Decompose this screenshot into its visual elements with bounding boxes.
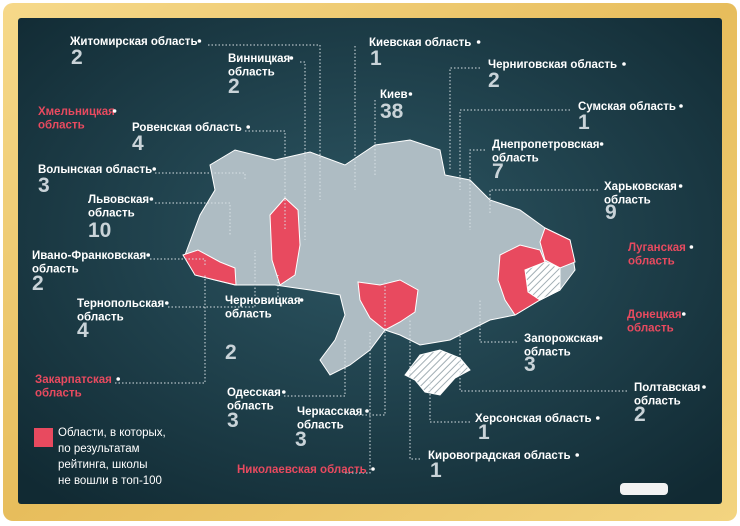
region-name: область [32, 264, 79, 276]
leaders [115, 44, 627, 474]
region-name: Киев [380, 89, 408, 101]
region-name: область [634, 396, 681, 408]
leader-dot [371, 467, 375, 471]
region-red [357, 279, 419, 331]
region-name: Тернопольская [77, 298, 164, 310]
leader-dot [599, 142, 604, 146]
occupied-area [524, 261, 561, 301]
region-name: Черкасская [297, 406, 362, 418]
region-count: 3 [295, 428, 307, 451]
eraser [620, 483, 668, 495]
region-name: Луганская [628, 242, 686, 254]
leader-dot [702, 385, 706, 389]
region-name: область [228, 67, 275, 79]
region-name: Херсонская область [475, 413, 592, 425]
region-name: область [628, 256, 675, 268]
leader-dot [116, 377, 120, 381]
map [182, 139, 576, 396]
region-count: 9 [605, 201, 617, 224]
region-count: 7 [492, 160, 504, 183]
region-count: 2 [71, 46, 83, 69]
region-count: 4 [132, 132, 144, 155]
leader-dot [682, 312, 686, 316]
region-name: область [227, 401, 274, 413]
leader-dot [146, 253, 150, 257]
leader-dot [112, 109, 117, 113]
region-name: Хмельницкая [38, 106, 115, 118]
region-name: Закарпатская [35, 374, 112, 386]
region-count: 2 [32, 272, 44, 295]
leader-dot [246, 125, 250, 129]
leader-dot [575, 453, 579, 457]
region-name: Запорожская [524, 333, 599, 345]
leader-dot [165, 301, 169, 305]
region-name: Волынская область [38, 164, 152, 176]
leader-dot [678, 184, 683, 188]
region-count: 1 [370, 47, 382, 70]
region-name: область [38, 120, 85, 132]
leader-dot [689, 245, 694, 249]
region-name: Черновицкая [225, 295, 301, 307]
leader-dot [365, 409, 369, 413]
legend-text: рейтинга, школы [58, 459, 148, 471]
region-count: 2 [225, 341, 237, 364]
legend-text: не вошли в топ-100 [58, 475, 162, 487]
leader-dot [197, 39, 202, 43]
region-count: 10 [88, 219, 111, 242]
region-count: 4 [77, 319, 89, 342]
region-name: область [88, 208, 135, 220]
region-name: Кировоградская область [428, 450, 571, 462]
leader-dot [289, 56, 294, 60]
region-name: Полтавская [634, 382, 700, 394]
region-name: область [492, 153, 539, 165]
region-name: Одесская [227, 387, 281, 399]
leader-dot [282, 390, 286, 394]
region-name: область [524, 347, 571, 359]
region-count: 38 [380, 100, 404, 123]
leader-dot [679, 104, 683, 108]
legend-text: Области, в которых, [58, 427, 166, 439]
region-name: Житомирская область [69, 36, 198, 48]
leader-dot [598, 336, 603, 340]
region-count: 2 [228, 75, 240, 98]
region-name: Ивано-Франковская [32, 250, 146, 262]
legend-text: по результатам [58, 443, 140, 455]
region-name: Донецкая [627, 309, 682, 321]
region-name: область [297, 420, 344, 432]
region-red [269, 197, 301, 286]
region-name: область [627, 323, 674, 335]
leader-dot [476, 40, 481, 44]
region-count: 1 [430, 459, 442, 482]
region-count: 2 [488, 69, 500, 92]
leader-dot [152, 167, 156, 171]
leader-dot [299, 298, 304, 302]
region-name: Днепропетровская [492, 139, 599, 151]
region-count: 3 [227, 409, 239, 432]
region-count: 2 [634, 403, 646, 426]
region-name: Черниговская область [488, 59, 617, 71]
region-name: Сумская область [578, 101, 676, 113]
region-count: 1 [578, 111, 590, 134]
region-name: Винницкая [228, 53, 290, 65]
legend-swatch [34, 428, 53, 447]
region-name: Львовская [88, 194, 149, 206]
leader-dot [596, 416, 600, 420]
region-count: 3 [38, 174, 50, 197]
region-name: область [77, 312, 124, 324]
leader-dot [622, 62, 626, 66]
region-name: область [225, 309, 272, 321]
region-name: область [35, 388, 82, 400]
region-name: Николаевская область [237, 464, 367, 476]
crimea [404, 349, 471, 396]
region-name: Харьковская [604, 181, 677, 193]
leader-dot [149, 197, 154, 201]
region-name: Ровенская область [132, 122, 242, 134]
leader-dot [408, 92, 413, 96]
region-name: область [604, 195, 651, 207]
region-count: 1 [478, 421, 490, 444]
region-name: Киевская область [369, 37, 471, 49]
region-count: 3 [524, 353, 536, 376]
